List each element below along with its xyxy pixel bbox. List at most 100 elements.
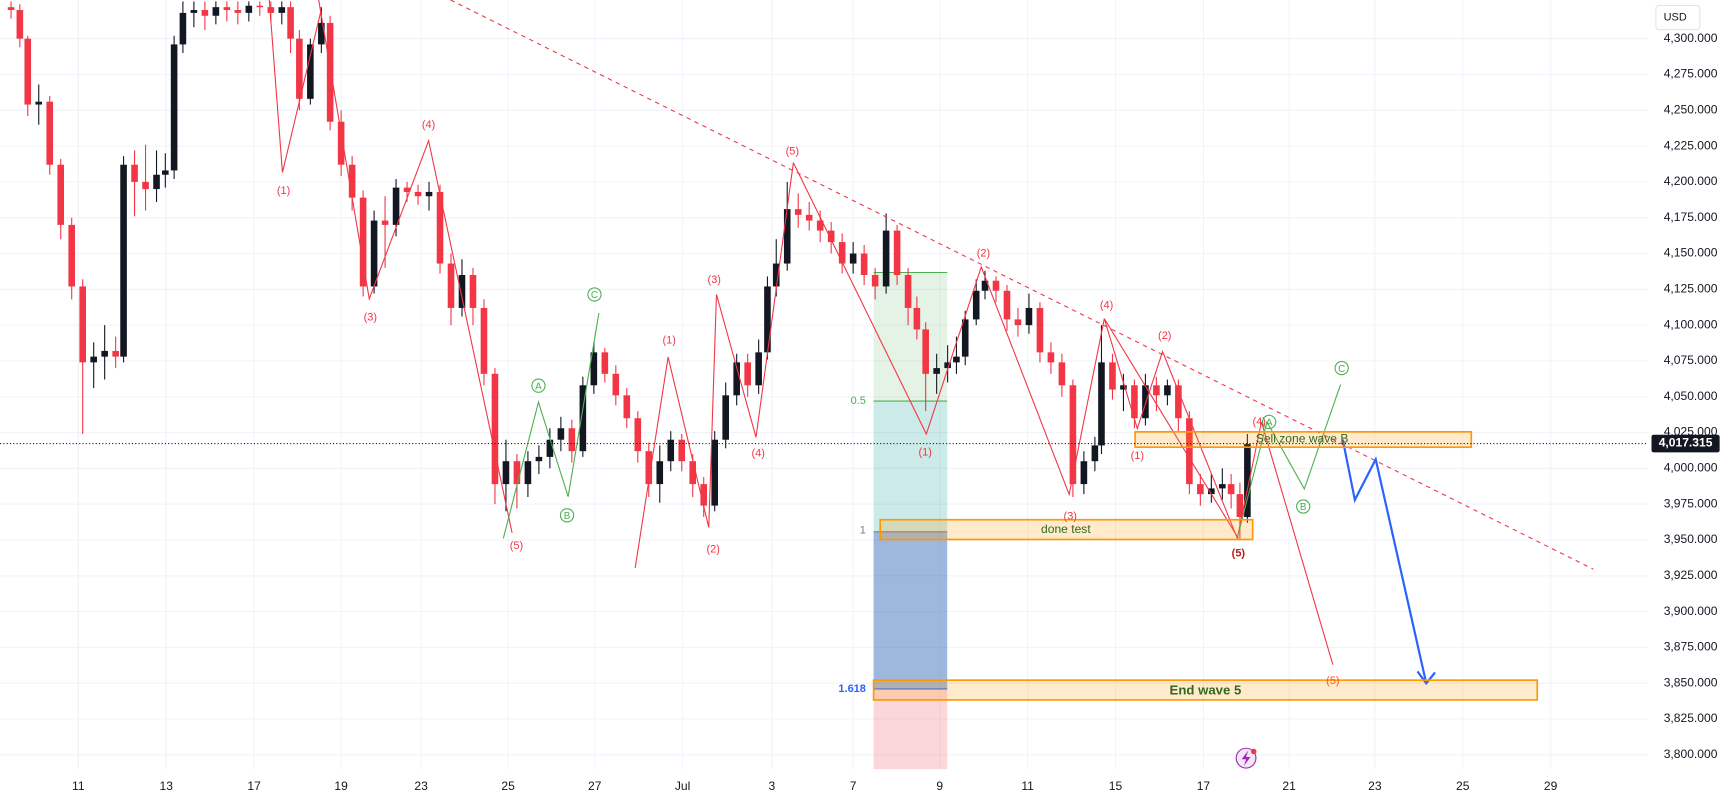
candle-body xyxy=(1058,362,1066,386)
candle-body xyxy=(348,164,356,198)
candle-body xyxy=(849,253,857,264)
y-tick-label: 3,950.000 xyxy=(1664,532,1718,546)
fib-band xyxy=(873,401,948,532)
x-tick-label: 25 xyxy=(1456,779,1470,793)
candle-body xyxy=(1153,385,1160,396)
candle-body xyxy=(1120,385,1127,390)
x-tick-label: 9 xyxy=(936,779,943,793)
candle-body xyxy=(414,191,422,197)
candle-body xyxy=(981,280,989,291)
wave-label: (1) xyxy=(277,185,290,197)
wave-label: (5) xyxy=(510,540,523,552)
abc-circle xyxy=(559,508,575,523)
candle-body xyxy=(1219,484,1226,489)
candle-body xyxy=(667,439,675,462)
x-tick-label: 13 xyxy=(159,779,173,793)
candle-body xyxy=(337,121,345,165)
projection xyxy=(1341,439,1428,684)
drawings: Sell zone wave B done test End wave 5 (1… xyxy=(268,0,1594,701)
wave-label: (5) xyxy=(786,146,799,158)
candle-body xyxy=(1047,352,1055,363)
x-tick-label: 3 xyxy=(768,779,775,793)
x-tick-label: 7 xyxy=(850,779,857,793)
candle-body xyxy=(153,174,160,190)
candle-body xyxy=(307,44,314,99)
candle-body xyxy=(805,214,813,221)
candle-body xyxy=(170,44,178,171)
candle-body xyxy=(1244,444,1251,518)
fib-label: 0.5 xyxy=(851,395,866,407)
candle-body xyxy=(882,230,890,287)
y-tick-label: 4,250.000 xyxy=(1664,102,1718,116)
candle-body xyxy=(256,5,264,8)
candle-body xyxy=(860,253,868,275)
candle-body xyxy=(142,181,149,190)
candle-body xyxy=(1131,385,1138,419)
candle-body xyxy=(623,395,631,419)
wave-label: (3) xyxy=(708,274,721,286)
x-tick-label: 25 xyxy=(501,779,515,793)
wave-label: (1) xyxy=(1131,450,1144,462)
candle-body xyxy=(634,418,642,452)
candle-body xyxy=(287,7,294,39)
x-tick-label: 29 xyxy=(1544,779,1558,793)
last-price-box xyxy=(1651,434,1720,453)
price-axis xyxy=(1648,0,1723,801)
y-tick-label: 4,100.000 xyxy=(1664,317,1718,331)
candle-body xyxy=(1197,484,1204,495)
y-tick-label: 3,825.000 xyxy=(1664,711,1718,725)
candle-body xyxy=(1003,290,1011,320)
wave-line xyxy=(634,162,794,569)
candle-body xyxy=(392,187,400,225)
candle-body xyxy=(933,368,940,374)
candle-body xyxy=(794,209,802,215)
wave-line xyxy=(1236,384,1342,539)
candle-body xyxy=(678,439,686,462)
wave-label: (2) xyxy=(1158,330,1171,342)
abc-label: B xyxy=(564,511,571,522)
candle-body xyxy=(893,230,901,275)
candle-body xyxy=(318,22,325,45)
zone-label: done test xyxy=(1041,522,1091,536)
candle-body xyxy=(772,263,780,287)
wave-label: (4) xyxy=(422,119,435,131)
wave-label: (3) xyxy=(364,311,377,323)
notification-dot xyxy=(1251,748,1257,755)
candle-body xyxy=(491,373,499,485)
wave-label: (4) xyxy=(1100,299,1113,311)
y-tick-label: 4,000.000 xyxy=(1664,461,1718,475)
wave-label: (4) xyxy=(1253,416,1266,428)
zone xyxy=(1134,430,1473,449)
candle-body xyxy=(90,356,97,363)
candle-body xyxy=(35,101,43,105)
time-axis xyxy=(0,769,1649,801)
candle-body xyxy=(480,307,488,374)
x-tick-label: 23 xyxy=(414,779,428,793)
candle-body xyxy=(278,7,286,13)
candle-body xyxy=(711,439,719,506)
candle-body xyxy=(68,224,76,287)
candle-body xyxy=(827,230,835,243)
candle-body xyxy=(16,10,24,39)
candle-body xyxy=(557,428,565,440)
candle-body xyxy=(245,5,253,13)
y-tick-label: 4,200.000 xyxy=(1664,174,1718,188)
abc-circle xyxy=(1296,499,1311,514)
candle-body xyxy=(972,290,980,320)
grid xyxy=(0,0,1649,770)
y-tick-label: 3,925.000 xyxy=(1664,568,1718,582)
candle-body xyxy=(535,456,543,462)
currency-box[interactable] xyxy=(1655,4,1701,31)
candle-body xyxy=(513,461,521,485)
wave-label: (2) xyxy=(706,543,719,555)
candle-body xyxy=(953,356,960,363)
fib-label: 1.618 xyxy=(838,683,865,695)
candle-body xyxy=(190,10,198,13)
candle-body xyxy=(733,362,740,396)
candle-body xyxy=(612,373,620,396)
fib-band xyxy=(873,688,948,773)
candle-body xyxy=(425,191,433,197)
candle-body xyxy=(101,350,108,357)
candle-body xyxy=(1227,484,1235,495)
